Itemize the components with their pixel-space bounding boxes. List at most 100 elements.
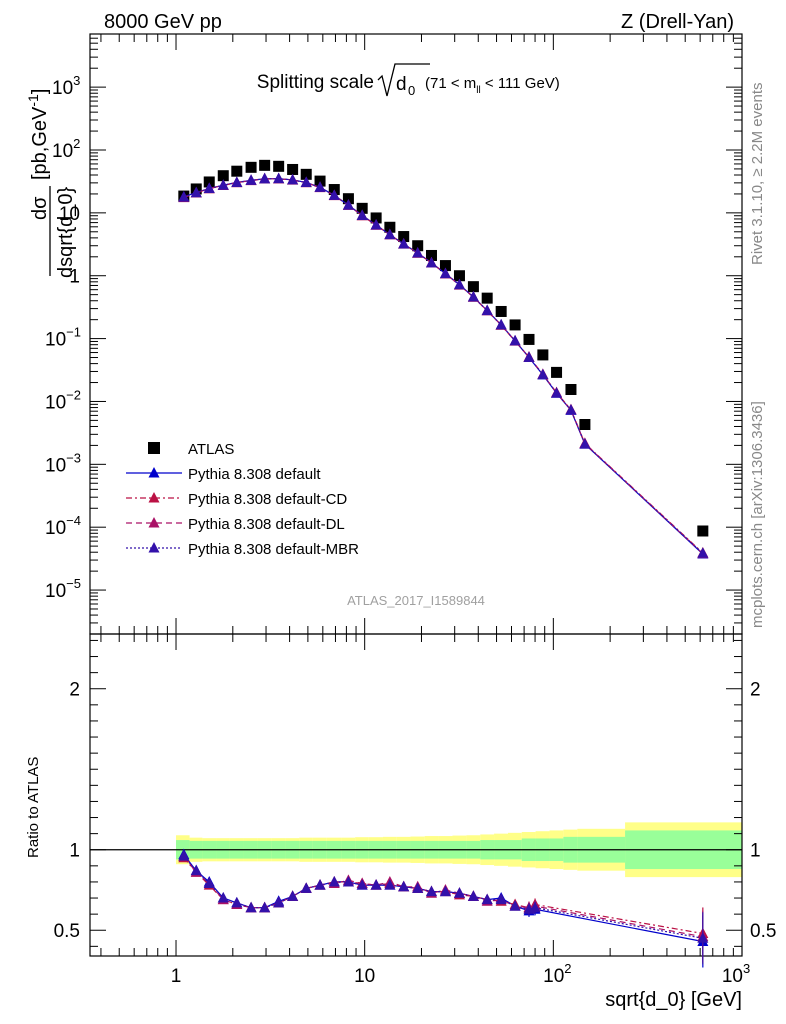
- data-point-triangle: [551, 387, 563, 398]
- ratio-y-tick-label: 0.5: [54, 921, 80, 942]
- y-tick-label: 10−3: [45, 450, 81, 476]
- data-point-square: [314, 175, 326, 187]
- ratio-data-point: [453, 887, 465, 898]
- data-point-triangle: [370, 219, 382, 230]
- ratio-data-point: [439, 885, 451, 897]
- data-point-triangle: [287, 173, 299, 185]
- ratio-data-point: [273, 896, 285, 908]
- legend-label: Pythia 8.308 default-MBR: [188, 541, 359, 558]
- y-tick-label-exp: 3: [73, 73, 80, 88]
- y-tick-label-base: 10: [45, 455, 66, 476]
- data-point-square: [273, 160, 285, 172]
- y-tick-label-base: 10: [59, 204, 80, 225]
- ratio-series-line: [183, 855, 703, 938]
- main-y-label: dσ dsqrt{d_0} [pb,GeV-1]: [25, 89, 77, 278]
- data-point-square: [412, 240, 424, 252]
- data-point-square: [565, 383, 577, 395]
- data-point-square: [217, 170, 229, 182]
- data-point-square: [203, 176, 215, 188]
- mcplots-label: mcplots.cern.ch [arXiv:1306.3436]: [749, 401, 766, 628]
- ratio-data-point: [481, 893, 493, 905]
- data-point-square: [245, 161, 257, 173]
- data-point-triangle: [565, 404, 577, 415]
- y-tick-label-base: 10: [45, 581, 66, 602]
- data-point-triangle: [412, 246, 424, 258]
- data-point-square: [579, 419, 591, 431]
- data-point-triangle: [523, 351, 535, 362]
- data-point-triangle: [273, 172, 285, 184]
- ratio-data-point: [529, 901, 541, 913]
- legend-marker-square: [148, 442, 160, 454]
- x-tick-label-base: 10: [722, 966, 743, 987]
- data-point-triangle: [314, 181, 326, 192]
- data-point-triangle: [259, 172, 271, 184]
- y-tick-label: 102: [52, 136, 80, 162]
- data-point-square: [509, 319, 521, 331]
- header-right: Z (Drell-Yan): [621, 11, 734, 33]
- legend-label: Pythia 8.308 default: [188, 466, 321, 483]
- title-subscript: 0: [408, 83, 415, 98]
- y-tick-label: 10−2: [45, 387, 81, 413]
- sqrt-sign-icon: [377, 63, 430, 97]
- data-point-triangle: [398, 237, 410, 249]
- x-tick-label: 1: [171, 966, 182, 987]
- ratio-data-point: [217, 892, 229, 903]
- ylabel-num: dσ: [29, 196, 51, 220]
- x-tick-label-exp: 3: [743, 961, 750, 976]
- x-tick-label: 10: [354, 966, 375, 987]
- ratio-y-tick-label-right: 2: [750, 680, 761, 701]
- data-point-triangle: [384, 228, 396, 240]
- data-point-square: [287, 163, 299, 175]
- x-tick-label-exp: 2: [564, 961, 571, 976]
- data-point-square: [523, 333, 535, 345]
- y-tick-label-base: 10: [52, 141, 73, 162]
- data-point-triangle: [231, 176, 243, 188]
- legend-entry: Pythia 8.308 default-CD: [126, 491, 347, 508]
- legend-marker-triangle: [148, 492, 160, 503]
- ratio-data-point: [495, 893, 507, 905]
- y-tick-label-base: 10: [52, 78, 73, 99]
- ratio-data-point: [412, 882, 424, 893]
- y-tick-label: 1: [69, 267, 80, 288]
- data-point-square: [342, 193, 354, 205]
- ylabel-unit-sup: -1: [25, 94, 41, 107]
- data-point-triangle: [509, 334, 521, 346]
- ylabel-unit-main: [pb,GeV: [29, 106, 51, 180]
- y-tick-label: 10−4: [45, 513, 81, 539]
- data-point-triangle: [178, 191, 190, 202]
- legend: ATLAS Pythia 8.308 default Pythia 8.308 de…: [126, 441, 359, 558]
- legend-entry: ATLAS: [148, 441, 234, 458]
- data-point-square: [495, 305, 507, 317]
- data-point-triangle: [300, 176, 312, 188]
- data-point-square: [425, 249, 437, 261]
- title-range-sub: ll: [476, 85, 480, 96]
- data-point-square: [481, 292, 493, 304]
- data-point-triangle: [245, 174, 257, 185]
- main-title: Splitting scale d 0 (71 < mll < 111 GeV): [257, 63, 560, 98]
- data-point-square: [300, 168, 312, 180]
- data-point-square: [453, 270, 465, 282]
- data-point-square: [370, 212, 382, 224]
- data-point-triangle: [342, 199, 354, 210]
- ratio-data-point: [314, 879, 326, 890]
- legend-marker-triangle: [148, 467, 160, 478]
- data-point-triangle: [697, 547, 709, 558]
- y-tick-label-exp: −3: [66, 450, 81, 465]
- data-point-triangle: [217, 179, 229, 190]
- x-axis-label: sqrt{d_0} [GeV]: [605, 989, 742, 1011]
- ratio-data-point: [287, 890, 299, 901]
- data-point-triangle: [537, 368, 549, 380]
- ratio-series-line: [183, 855, 703, 939]
- ratio-data-point: [190, 864, 202, 876]
- ratio-data-point: [178, 850, 190, 861]
- title-range-post: < 111 GeV): [481, 75, 560, 92]
- y-tick-label-base: 10: [45, 518, 66, 539]
- ratio-series-line: [183, 854, 703, 943]
- data-point-square: [439, 260, 451, 272]
- ratio-data-point: [356, 879, 368, 890]
- main-series-4: [178, 172, 709, 558]
- y-tick-label: 10: [59, 204, 80, 225]
- ratio-frame: [89, 633, 743, 957]
